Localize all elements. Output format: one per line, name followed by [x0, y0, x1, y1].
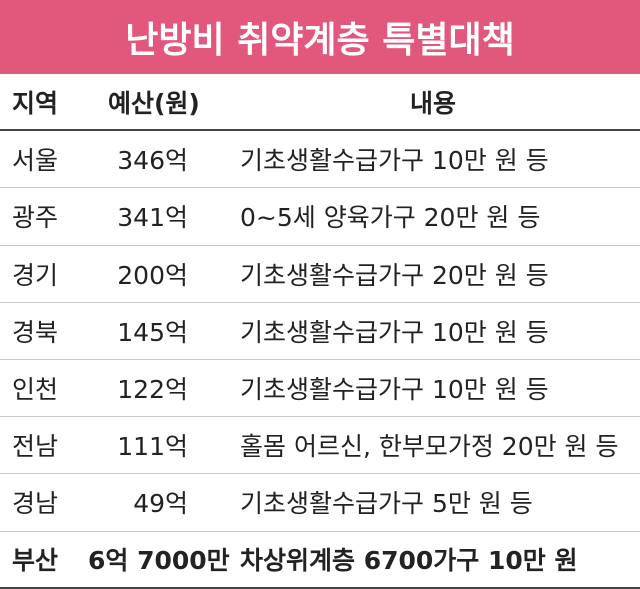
- cell: 내용: [410, 88, 457, 118]
- cell: 346억: [117, 146, 188, 176]
- header-row: 지역 예산(원) 내용: [0, 74, 640, 132]
- table-row: 경남 49억 기초생활수급가구 5만 원 등: [0, 474, 640, 532]
- table-row: 경기 200억 기초생활수급가구 20만 원 등: [0, 246, 640, 303]
- cell: 경기: [12, 260, 59, 290]
- cell: 홀몸 어르신, 한부모가정 20만 원 등: [240, 432, 619, 462]
- cell: 기초생활수급가구 10만 원 등: [240, 146, 549, 176]
- cell: 차상위계층 6700가구 10만 원: [240, 546, 578, 576]
- cell: 145억: [117, 317, 188, 347]
- cell: 49억: [133, 489, 188, 519]
- table-row: 인천 122억 기초생활수급가구 10만 원 등: [0, 360, 640, 418]
- cell: 지역: [12, 88, 59, 118]
- cell: 122억: [117, 375, 188, 405]
- table-row: 전남 111억 홀몸 어르신, 한부모가정 20만 원 등: [0, 417, 640, 475]
- cell: 기초생활수급가구 5만 원 등: [240, 489, 533, 519]
- cell: 200억: [117, 260, 188, 290]
- cell: 전남: [12, 432, 59, 462]
- cell: 서울: [12, 146, 59, 176]
- cell: 부산: [12, 546, 59, 576]
- cell: 0~5세 양육가구 20만 원 등: [240, 203, 541, 233]
- title-bar: 난방비 취약계층 특별대책: [0, 0, 640, 74]
- cell: 예산(원): [108, 88, 200, 118]
- cell: 341억: [117, 203, 188, 233]
- table-row: 경북 145억 기초생활수급가구 10만 원 등: [0, 303, 640, 360]
- cell: 111억: [117, 432, 188, 462]
- cell: 6억 7000만: [88, 546, 230, 576]
- cell: 기초생활수급가구 10만 원 등: [240, 317, 549, 347]
- cell: 기초생활수급가구 20만 원 등: [240, 260, 549, 290]
- cell: 광주: [12, 203, 59, 233]
- cell: 경남: [12, 489, 59, 519]
- table-row: 부산 6억 7000만 차상위계층 6700가구 10만 원: [0, 532, 640, 589]
- table-row: 서울 346억 기초생활수급가구 10만 원 등: [0, 131, 640, 189]
- cell: 인천: [12, 375, 59, 405]
- cell: 경북: [12, 317, 59, 347]
- table-row: 광주 341억 0~5세 양육가구 20만 원 등: [0, 188, 640, 246]
- cell: 기초생활수급가구 10만 원 등: [240, 375, 549, 405]
